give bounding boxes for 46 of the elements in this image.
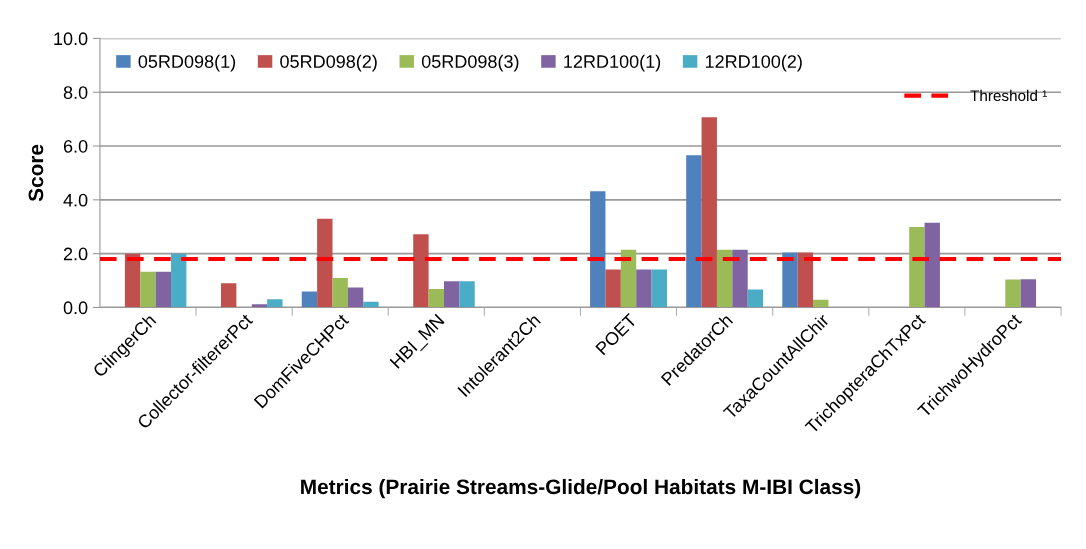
bar (124, 253, 141, 308)
y-tick-label: 8.0 (63, 86, 88, 99)
bar (347, 287, 364, 308)
bar (1005, 279, 1021, 308)
bar (332, 278, 348, 308)
bar (924, 222, 940, 308)
bar (732, 249, 748, 308)
y-tick-label: 4.0 (63, 193, 88, 207)
bar (1020, 279, 1037, 308)
bar (171, 253, 187, 308)
bar (747, 289, 764, 308)
bar (701, 117, 717, 308)
bar (620, 249, 637, 308)
bar (605, 269, 621, 308)
bar (363, 301, 379, 308)
y-tick-label: 10.0 (54, 32, 88, 46)
legend-label: 05RD098(2) (280, 54, 377, 72)
bar (686, 155, 702, 308)
bar (317, 218, 333, 308)
legend-label: Threshold ¹ (970, 89, 1047, 102)
bar (459, 281, 475, 308)
bar (413, 234, 429, 308)
y-tick-label: 0.0 (63, 301, 88, 315)
bar (267, 299, 283, 308)
bar (590, 191, 606, 308)
bar (301, 291, 318, 308)
bar (716, 249, 733, 308)
legend-label: 05RD098(1) (138, 54, 236, 72)
y-axis-title: Score (28, 144, 44, 202)
bar (155, 271, 172, 308)
legend-label: 05RD098(3) (421, 54, 519, 72)
bar (221, 283, 237, 308)
bar (443, 281, 460, 308)
bar (651, 269, 667, 308)
bar (140, 271, 156, 308)
bar (782, 252, 798, 308)
bar (797, 252, 814, 308)
bar (636, 269, 652, 308)
legend-label: 12RD100(1) (564, 54, 661, 72)
bar (428, 288, 444, 308)
x-axis-title: Metrics (Prairie Streams-Glide/Pool Habitats M-IBI Class) (301, 478, 861, 499)
bar (251, 304, 268, 308)
bar (909, 227, 925, 308)
legend-label: 12RD100(2) (705, 54, 802, 72)
y-tick-label: 6.0 (63, 139, 88, 153)
y-tick-label: 2.0 (63, 247, 88, 261)
